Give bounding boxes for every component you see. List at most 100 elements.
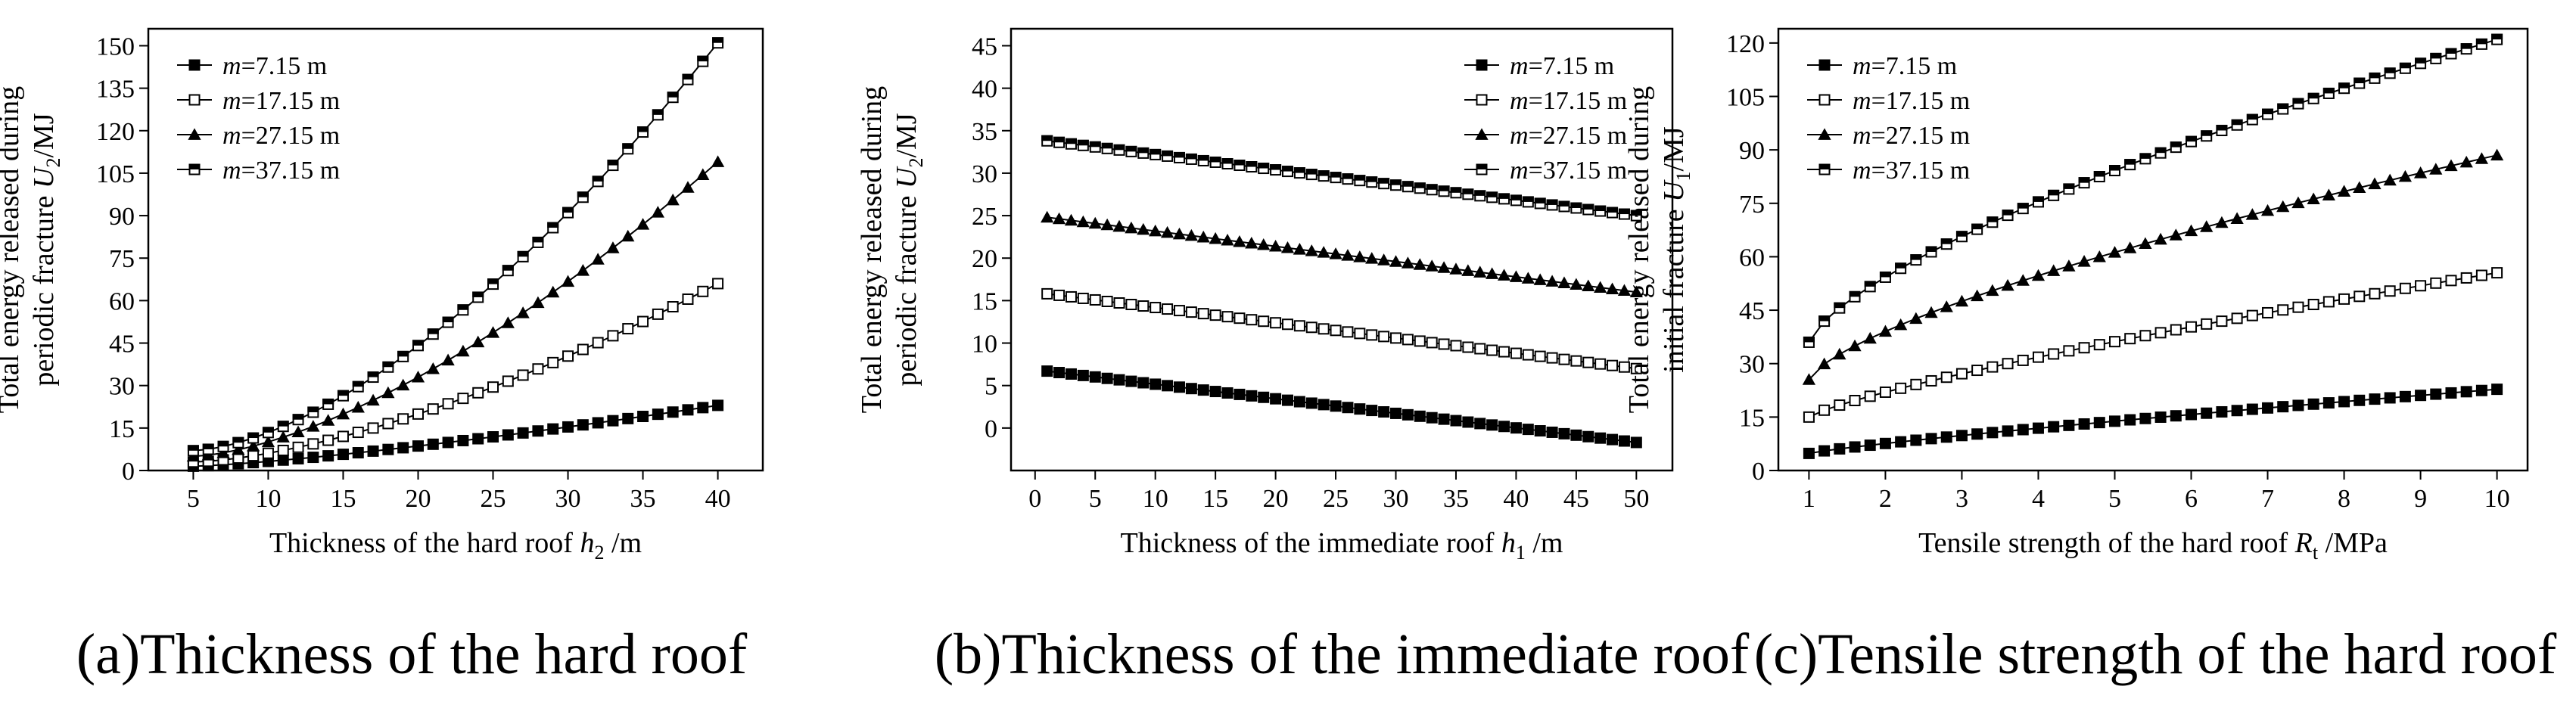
data-point xyxy=(1162,150,1174,162)
y-tick-label: 105 xyxy=(1726,83,1765,111)
data-point xyxy=(1617,284,1632,297)
data-point xyxy=(547,423,559,435)
data-point xyxy=(1546,352,1558,364)
data-point-fill xyxy=(322,398,334,405)
y-axis-label-text: periodic fracture xyxy=(28,188,60,387)
data-point xyxy=(2048,421,2060,433)
data-point-fill xyxy=(1546,199,1558,205)
data-point xyxy=(1172,227,1187,240)
data-point xyxy=(1474,190,1486,202)
data-point-fill xyxy=(1209,156,1221,163)
data-point-fill xyxy=(2186,135,2198,142)
data-point xyxy=(427,328,439,340)
data-point xyxy=(1450,187,1462,199)
data-point xyxy=(1848,339,1862,352)
data-point xyxy=(442,398,454,410)
data-point xyxy=(1521,272,1535,284)
data-point xyxy=(2154,327,2167,339)
data-point xyxy=(1089,293,1101,306)
data-point xyxy=(1940,371,1952,384)
data-point xyxy=(591,253,605,265)
legend-label: m=27.15 m xyxy=(222,122,340,150)
data-point xyxy=(1557,276,1571,288)
data-point xyxy=(276,430,290,443)
data-point xyxy=(1558,353,1570,365)
legend-label-var: m xyxy=(1510,87,1529,115)
data-point xyxy=(1281,394,1293,406)
data-point xyxy=(532,363,544,375)
y-axis-label-text: initial fracture xyxy=(1658,202,1690,373)
data-point xyxy=(397,350,409,362)
y-tick-label: 20 xyxy=(972,245,997,273)
data-point-fill xyxy=(2246,113,2258,120)
data-point xyxy=(1053,367,1066,379)
data-point xyxy=(1293,167,1305,179)
data-point xyxy=(2048,348,2060,360)
data-point-fill xyxy=(1955,231,1968,237)
data-point-fill xyxy=(457,304,469,310)
x-tick-label: 35 xyxy=(630,485,656,513)
data-point xyxy=(1221,233,1234,246)
legend-marker-fill xyxy=(1476,163,1488,169)
data-point xyxy=(1402,408,1414,421)
data-point xyxy=(2292,301,2304,313)
data-point xyxy=(1438,338,1450,350)
data-point xyxy=(1986,361,1999,373)
data-point xyxy=(1149,224,1162,237)
data-point xyxy=(2262,306,2274,318)
data-point-fill xyxy=(352,380,364,387)
data-point xyxy=(1354,175,1366,187)
series-3 xyxy=(186,155,725,462)
data-point xyxy=(592,417,604,429)
data-point xyxy=(2262,108,2274,120)
data-point xyxy=(1185,383,1197,395)
data-point xyxy=(622,143,634,155)
legend-label-var: m xyxy=(1510,52,1529,80)
data-point-fill xyxy=(2475,38,2487,45)
data-point xyxy=(1184,228,1198,241)
data-point xyxy=(1246,314,1258,326)
legend-label: m=17.15 m xyxy=(1853,87,1970,115)
data-point xyxy=(366,393,380,406)
data-point xyxy=(1305,321,1318,334)
data-point xyxy=(2123,241,2137,253)
data-point-fill xyxy=(1305,169,1318,175)
data-point-fill xyxy=(2048,189,2060,196)
y-tick-label: 75 xyxy=(109,245,135,273)
y-tick-label: 45 xyxy=(972,33,997,61)
legend-marker xyxy=(1476,94,1488,106)
data-point xyxy=(2124,414,2136,426)
data-point xyxy=(651,206,664,218)
data-point xyxy=(2170,410,2182,422)
data-point xyxy=(1221,311,1234,323)
data-point-fill xyxy=(2231,119,2243,126)
data-point xyxy=(2262,402,2274,414)
data-point-fill xyxy=(1197,154,1209,161)
x-axis-label-unit: /m xyxy=(1526,527,1563,559)
data-point xyxy=(457,304,469,316)
data-point xyxy=(2215,216,2229,228)
data-point-fill xyxy=(1234,160,1246,166)
data-point xyxy=(561,275,575,287)
data-point xyxy=(1221,158,1234,170)
x-tick-label: 10 xyxy=(2484,485,2510,513)
data-point-fill xyxy=(1089,141,1101,148)
data-point xyxy=(262,427,274,439)
data-point xyxy=(1437,261,1451,273)
data-point xyxy=(1486,419,1498,431)
data-point xyxy=(1185,306,1197,318)
data-point xyxy=(2276,200,2290,213)
data-point xyxy=(592,175,604,188)
y-axis-label-line2: periodic fracture U2/MJ xyxy=(28,113,64,386)
data-point-fill xyxy=(562,207,574,213)
data-point xyxy=(547,356,559,368)
legend-marker xyxy=(188,94,201,106)
data-point xyxy=(2032,422,2044,434)
data-point xyxy=(1986,216,1999,228)
data-point xyxy=(1925,433,1937,445)
data-point xyxy=(546,285,560,298)
data-point xyxy=(2369,72,2381,84)
data-point xyxy=(2277,401,2289,413)
data-point xyxy=(202,443,214,455)
